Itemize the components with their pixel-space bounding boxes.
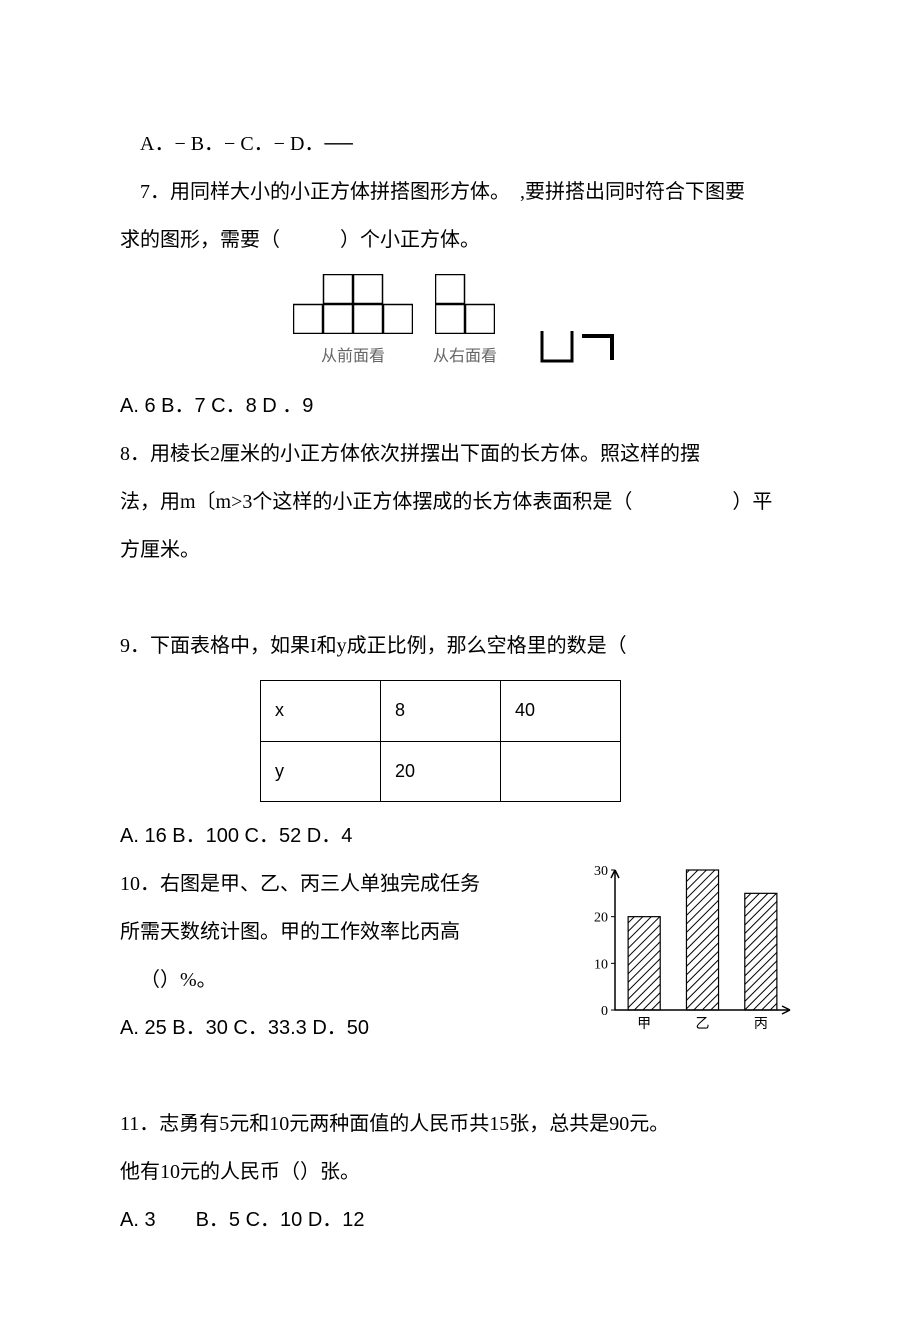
cell: 20 xyxy=(381,741,501,801)
svg-text:10: 10 xyxy=(594,957,608,972)
q7-line1: 7．用同样大小的小正方体拼搭图形方体。 ,要拼搭出同时符合下图要 xyxy=(120,168,800,216)
q9-options: A. 16 B．100 C．52 D．4 xyxy=(120,812,800,860)
table-row: y 20 xyxy=(261,741,621,801)
q7-line2: 求的图形，需要（ ）个小正方体。 xyxy=(120,216,800,264)
cell xyxy=(501,741,621,801)
extra-shapes xyxy=(537,326,627,376)
page-content: A．− B．− C．− D．── 7．用同样大小的小正方体拼搭图形方体。 ,要拼… xyxy=(0,0,920,1324)
q8-line2: 法，用m〔m>3个这样的小正方体摆成的长方体表面积是（ ）平 xyxy=(120,478,800,526)
q10-line2: 所需天数统计图。甲的工作效率比丙高 xyxy=(120,908,560,956)
cell: 8 xyxy=(381,681,501,741)
q11-line1: 11．志勇有5元和10元两种面值的人民币共15张，总共是90元。 xyxy=(120,1100,800,1148)
right-view-diagram: 从右面看 xyxy=(433,274,497,376)
q6-options: A．− B．− C．− D．── xyxy=(120,120,800,168)
right-view-svg xyxy=(435,274,495,334)
q8-line1: 8．用棱长2厘米的小正方体依次拼摆出下面的长方体。照这样的摆 xyxy=(120,430,800,478)
front-view-caption: 从前面看 xyxy=(321,338,385,376)
q11-line2: 他有10元的人民币（）张。 xyxy=(120,1148,800,1196)
q8-line3: 方厘米。 xyxy=(120,526,800,574)
q10-text: 10．右图是甲、乙、丙三人单独完成任务 所需天数统计图。甲的工作效率比丙高 （）… xyxy=(120,860,560,1052)
bar-chart-svg: 0 10 20 30 甲 乙 丙 xyxy=(580,860,800,1040)
right-view-caption: 从右面看 xyxy=(433,338,497,376)
q10-line3: （）%。 xyxy=(120,956,560,1004)
svg-text:30: 30 xyxy=(594,864,608,879)
q7-options: A. 6 B．7 C．8 D ．9 xyxy=(120,382,800,430)
svg-text:乙: 乙 xyxy=(696,1016,710,1032)
q7-diagrams: 从前面看 从右面看 xyxy=(120,274,800,376)
svg-text:0: 0 xyxy=(601,1004,608,1019)
q9-line1: 9．下面表格中，如果I和y成正比例，那么空格里的数是（ xyxy=(120,622,800,670)
svg-text:甲: 甲 xyxy=(637,1017,651,1032)
svg-text:丙: 丙 xyxy=(754,1017,768,1032)
q10-chart: 0 10 20 30 甲 乙 丙 xyxy=(580,860,800,1040)
svg-text:20: 20 xyxy=(594,910,608,925)
q10-line1: 10．右图是甲、乙、丙三人单独完成任务 xyxy=(120,860,560,908)
q10-options: A. 25 B．30 C．33.3 D．50 xyxy=(120,1004,560,1052)
q9-table: x 8 40 y 20 xyxy=(260,680,621,801)
q10-row: 10．右图是甲、乙、丙三人单独完成任务 所需天数统计图。甲的工作效率比丙高 （）… xyxy=(120,860,800,1052)
cell: x xyxy=(261,681,381,741)
cell: 40 xyxy=(501,681,621,741)
cell: y xyxy=(261,741,381,801)
front-view-diagram: 从前面看 xyxy=(293,274,413,376)
q11-options: A. 3 B．5 C．10 D．12 xyxy=(120,1196,800,1244)
extra-shapes-svg xyxy=(537,326,627,376)
front-view-svg xyxy=(293,274,413,334)
table-row: x 8 40 xyxy=(261,681,621,741)
